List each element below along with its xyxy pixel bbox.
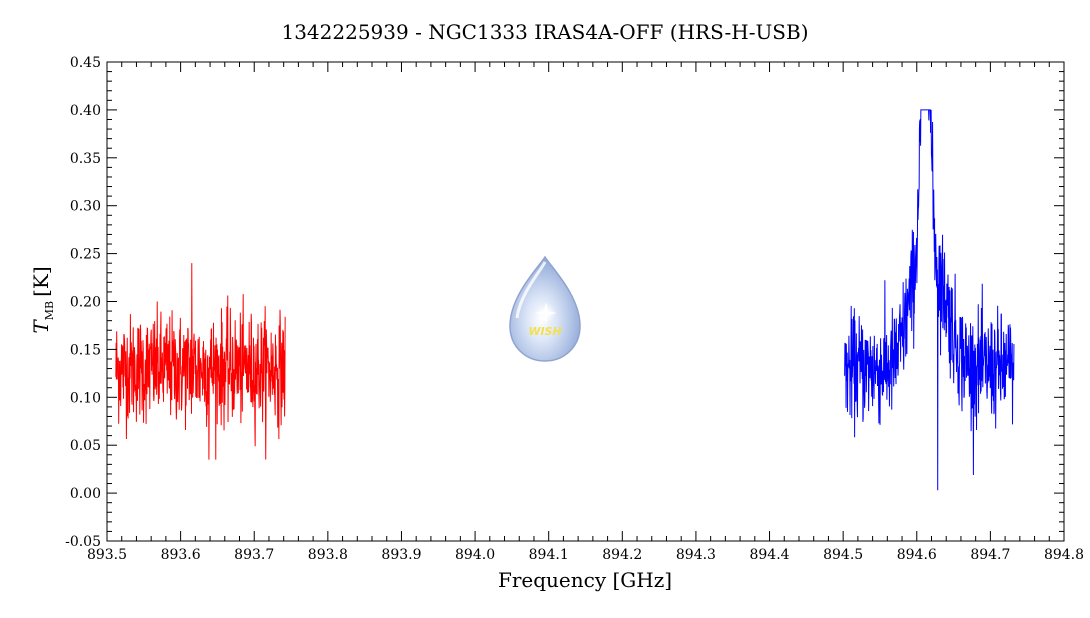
x-axis-label: Frequency [GHz] [498, 568, 672, 592]
x-tick-label: 894.1 [529, 547, 569, 563]
ticks-group: 893.5 893.6 893.7 893.8 893.9 894.0 894.1 894.2… [65, 55, 1084, 563]
x-tick-label: 893.5 [87, 547, 127, 563]
y-tick-label: 0.05 [70, 438, 101, 454]
x-tick-label: 894.0 [455, 547, 495, 563]
y-tick-label: 0.40 [70, 103, 101, 119]
x-tick-label: 894.8 [1044, 547, 1084, 563]
y-axis-label-main: T [29, 319, 53, 334]
x-tick-label: 894.3 [676, 547, 716, 563]
y-tick-label: -0.05 [65, 534, 101, 550]
y-tick-label: 0.45 [70, 55, 101, 71]
y-tick-label: 0.35 [70, 151, 101, 167]
y-tick-label: 0.00 [70, 486, 101, 502]
y-tick-label: 0.25 [70, 247, 101, 263]
x-tick-label: 894.5 [823, 547, 863, 563]
series-line-0 [115, 263, 286, 460]
wish-logo: WISH [509, 255, 581, 362]
y-tick-label: 0.30 [70, 199, 101, 215]
series-group [115, 109, 1015, 491]
logo-text: WISH [528, 325, 561, 338]
x-tick-label: 894.4 [749, 547, 789, 563]
x-tick-label: 894.2 [602, 547, 642, 563]
x-tick-label: 893.8 [308, 547, 348, 563]
x-tick-label: 893.6 [161, 547, 201, 563]
y-tick-label: 0.10 [70, 390, 101, 406]
series-line-1 [844, 109, 1015, 491]
y-axis-label: TMB [K] [29, 266, 56, 333]
x-tick-label: 893.7 [234, 547, 274, 563]
y-axis-label-unit: [K] [29, 266, 53, 297]
y-tick-label: 0.15 [70, 342, 101, 358]
x-tick-label: 894.6 [897, 547, 937, 563]
chart-title: 1342225939 - NGC1333 IRAS4A-OFF (HRS-H-U… [281, 20, 808, 44]
x-tick-label: 894.7 [970, 547, 1010, 563]
x-tick-label: 893.9 [381, 547, 421, 563]
y-axis-label-sub: MB [43, 301, 56, 320]
y-tick-label: 0.20 [70, 295, 101, 311]
